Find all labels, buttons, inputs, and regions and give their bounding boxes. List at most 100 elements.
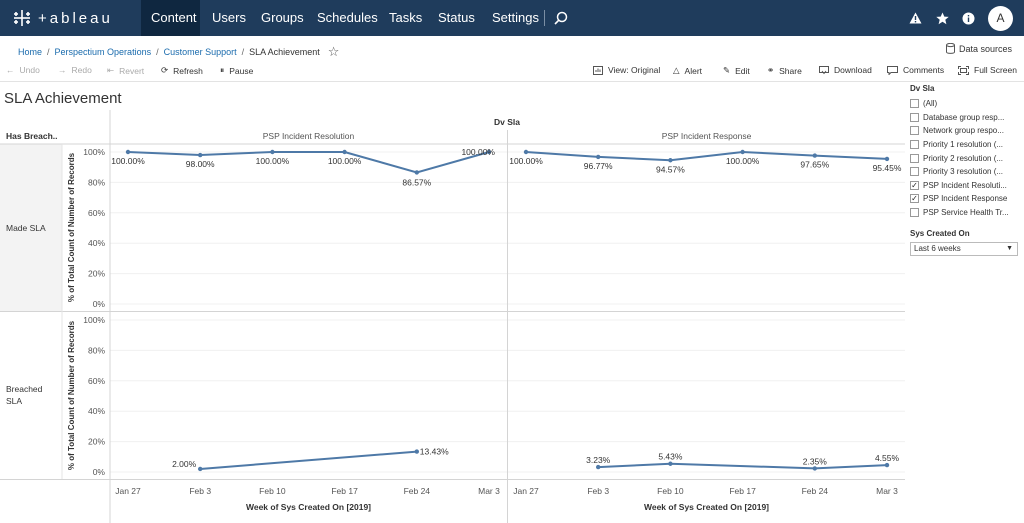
data-label: 86.57% [402,177,431,187]
data-label: 100.00% [256,156,290,166]
breadcrumb-subproject[interactable]: Customer Support [163,47,237,57]
nav-content[interactable]: Content [141,0,200,36]
data-point [523,149,529,155]
filter-option-label: Database group resp... [923,112,1005,122]
filter-option[interactable]: (All) [910,97,1022,111]
data-label: 98.00% [186,159,215,169]
checkbox-icon[interactable] [910,208,919,218]
filter-option[interactable]: PSP Service Health Tr... [910,206,1022,220]
checkbox-icon[interactable] [910,153,919,163]
data-point [198,152,203,158]
filter-panel: Dv Sla (All) Database group resp... Networ… [910,84,1022,257]
x-tick-label: Feb 3 [189,486,211,496]
y-tick-label: 100% [83,147,105,157]
pause-button[interactable]: ⏸ Pause [220,65,253,76]
data-sources-label: Data sources [959,43,1013,54]
download-icon [819,65,829,74]
filter-option-label: (All) [923,99,938,109]
redo-button[interactable]: → Redo [58,65,92,75]
nav-schedules[interactable]: Schedules [317,10,378,25]
comment-icon [887,65,898,75]
data-point [596,464,601,470]
data-label: 5.43% [658,452,683,462]
nav-groups[interactable]: Groups [261,10,304,25]
alert-button[interactable]: △ Alert [673,65,702,76]
x-tick-label: Feb 17 [331,486,358,496]
search-icon[interactable] [552,9,570,27]
edit-button[interactable]: ✎ Edit [723,65,750,76]
data-point [414,449,419,454]
header-area [0,110,905,144]
nav-status[interactable]: Status [438,10,475,25]
breadcrumb-home[interactable]: Home [18,47,43,57]
undo-button[interactable]: ← Undo [6,65,40,75]
nav-settings[interactable]: Settings [492,10,539,25]
checkbox-checked-icon[interactable]: ✓ [910,194,919,204]
chevron-down-icon: ▼ [1006,245,1013,253]
refresh-button[interactable]: ⟳ Refresh [161,65,203,76]
filter-option[interactable]: Database group resp... [910,111,1022,125]
data-point [414,170,419,175]
pencil-icon: ✎ [723,65,731,75]
data-point [812,153,817,158]
revert-icon: ⇤ [107,65,115,75]
filter-option[interactable]: ✓ PSP Incident Resoluti... [910,179,1022,193]
user-avatar[interactable]: A [988,6,1013,31]
favorite-star-icon[interactable]: ☆ [327,44,340,59]
x-tick-label: Mar 3 [478,486,500,496]
checkbox-icon[interactable] [910,126,919,136]
breadcrumb-project[interactable]: Perspectium Operations [54,47,152,57]
x-tick-label: Feb 17 [729,486,756,496]
top-nav: +ableau Content Users Groups Schedules T… [0,0,1024,36]
column-header-label: PSP Incident Response [662,131,752,141]
x-tick-label: Feb 24 [404,486,431,496]
data-point [342,149,347,155]
view-toolbar: ← Undo → Redo ⇤ Revert ⟳ Refresh ⏸ Pause View… [0,62,1024,80]
checkbox-icon[interactable] [910,112,919,122]
data-sources-button[interactable]: Data sources [946,43,1012,54]
info-icon[interactable] [959,9,977,27]
sys-created-dropdown[interactable]: Last 6 weeks ▼ [910,242,1018,257]
warning-icon[interactable] [906,9,924,27]
data-label: 95.45% [873,163,902,173]
data-point [668,158,673,163]
filter-option-label: Priority 3 resolution (... [923,167,1004,177]
filter-option[interactable]: Network group respo... [910,124,1022,138]
share-button[interactable]: ⚭ Share [767,65,802,76]
checkbox-icon[interactable] [910,99,919,109]
column-header-label: PSP Incident Resolution [263,131,355,141]
y-tick-label: 60% [88,208,105,218]
row-header-title: Has Breach.. [6,131,58,141]
nav-tasks[interactable]: Tasks [389,10,423,25]
checkbox-icon[interactable] [910,140,919,150]
favorites-star-icon[interactable] [933,9,951,27]
x-tick-label: Feb 10 [259,486,286,496]
undo-icon: ← [6,65,15,75]
pause-icon: ⏸ [220,65,225,75]
download-button[interactable]: Download [819,65,872,75]
x-tick-label: Feb 3 [587,486,609,496]
y-tick-label: 100% [83,315,105,325]
redo-icon: → [58,65,67,75]
filter-option[interactable]: Priority 1 resolution (... [910,138,1022,152]
comments-button[interactable]: Comments [887,65,944,75]
filter-option[interactable]: ✓ PSP Incident Response [910,192,1022,206]
filter-option[interactable]: Priority 3 resolution (... [910,165,1022,179]
checkbox-checked-icon[interactable]: ✓ [910,180,919,190]
series-line [525,150,888,162]
view-original-button[interactable]: View: Original [593,65,660,75]
checkbox-icon[interactable] [910,167,919,177]
filter-option[interactable]: Priority 2 resolution (... [910,151,1022,165]
x-axis-title: Week of Sys Created On [2019] [644,502,769,512]
revert-button[interactable]: ⇤ Revert [107,65,144,76]
data-point [270,149,275,155]
nav-users[interactable]: Users [212,10,246,25]
comments-label: Comments [903,65,945,75]
refresh-label: Refresh [173,65,203,76]
tableau-logo[interactable]: +ableau [12,8,113,28]
data-point [812,466,817,471]
full-screen-button[interactable]: Full Screen [958,65,1017,75]
sla-line-chart[interactable]: Dv Sla Has Breach.. PSP Incident Resolutio… [0,110,905,523]
pause-label: Pause [229,65,254,76]
data-point [884,156,890,162]
